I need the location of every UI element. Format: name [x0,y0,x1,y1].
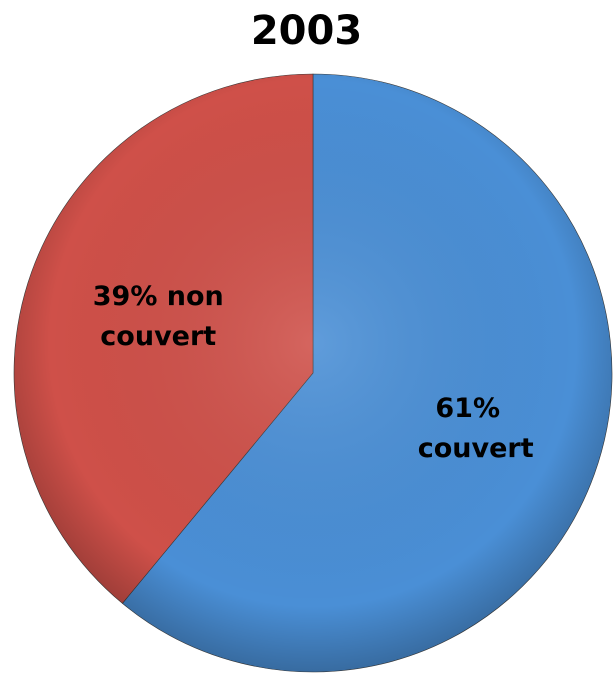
chart-title: 2003 [250,8,363,54]
data-label: 61% couvert [417,392,534,464]
data-label: 39% non couvert [92,281,224,353]
